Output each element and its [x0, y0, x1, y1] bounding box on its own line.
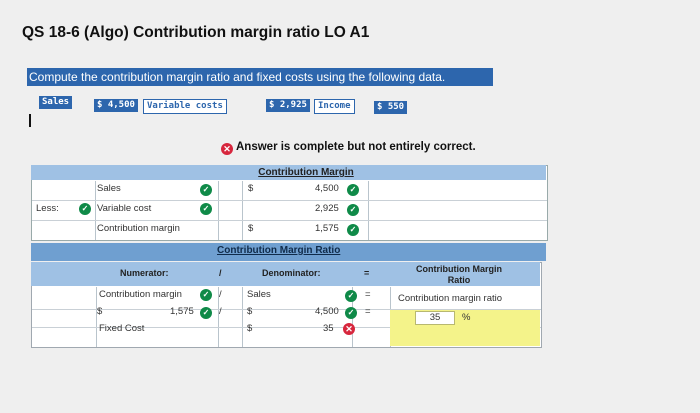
equals-operator: =	[364, 268, 370, 278]
check-icon: ✓	[345, 290, 357, 302]
answer-status-text: Answer is complete but not entirely corr…	[236, 141, 476, 153]
x-circle-icon: ✕	[343, 323, 355, 335]
check-icon: ✓	[345, 307, 357, 319]
cm-row-sales-label[interactable]: Sales	[97, 183, 121, 194]
given-sales-value: $ 4,500	[94, 99, 138, 112]
answer-status: ✕ Answer is complete but not entirely cor…	[221, 141, 476, 155]
cm-row-variable-cost-label[interactable]: Variable cost	[97, 203, 152, 214]
fixed-cost-currency: $	[247, 323, 253, 334]
given-variable-costs-value: $ 2,925	[266, 99, 310, 112]
contribution-margin-header: Contribution Margin	[31, 165, 546, 180]
equals-operator: =	[365, 289, 371, 300]
ratio-result-label[interactable]: Contribution margin ratio	[398, 293, 503, 304]
percent-unit: %	[462, 312, 471, 323]
equals-operator: =	[365, 306, 371, 317]
given-variable-costs-label: Variable costs	[143, 99, 227, 114]
contribution-margin-ratio-title: Contribution Margin Ratio	[217, 245, 341, 256]
contribution-margin-ratio-band: Contribution Margin Ratio	[31, 243, 546, 261]
check-icon: ✓	[79, 203, 91, 215]
result-header: Contribution Margin Ratio	[416, 264, 502, 285]
slash-operator: /	[219, 289, 222, 300]
cm-row-cm-value[interactable]: 1,575	[315, 223, 339, 234]
ratio-numerator-label[interactable]: Contribution margin	[99, 289, 182, 300]
cm-row-variable-cost-value[interactable]: 2,925	[315, 203, 339, 214]
cm-row-contribution-margin-label[interactable]: Contribution margin	[97, 223, 180, 234]
ratio-denominator-value[interactable]: 4,500	[315, 306, 339, 317]
contribution-margin-title: Contribution Margin	[258, 167, 354, 178]
cm-row-sales-value[interactable]: 4,500	[315, 183, 339, 194]
check-icon: ✓	[200, 289, 212, 301]
x-circle-icon: ✕	[221, 143, 233, 155]
ratio-denominator-currency: $	[247, 306, 253, 317]
check-icon: ✓	[200, 203, 212, 215]
check-icon: ✓	[347, 224, 359, 236]
given-income-label: Income	[314, 99, 355, 114]
ratio-numerator-value[interactable]: 1,575	[170, 306, 194, 317]
slash-operator: /	[219, 306, 222, 317]
numerator-header: Numerator:	[120, 268, 169, 278]
fixed-cost-label[interactable]: Fixed Cost	[99, 323, 145, 334]
denominator-header: Denominator:	[262, 268, 321, 278]
ratio-denominator-label[interactable]: Sales	[247, 289, 271, 300]
check-icon: ✓	[347, 184, 359, 196]
text-cursor	[29, 114, 31, 127]
cm-row-sales-currency: $	[248, 183, 254, 194]
check-icon: ✓	[200, 307, 212, 319]
ratio-result-input[interactable]: 35	[415, 311, 455, 325]
instruction-banner: Compute the contribution margin ratio an…	[27, 68, 493, 86]
slash-operator: /	[219, 268, 222, 278]
cm-row-cm-currency: $	[248, 223, 254, 234]
given-income-value: $ 550	[374, 101, 408, 114]
page-title: QS 18-6 (Algo) Contribution margin ratio…	[22, 24, 370, 41]
ratio-table-header	[31, 262, 540, 286]
check-icon: ✓	[347, 204, 359, 216]
given-sales-label: Sales	[39, 96, 73, 109]
fixed-cost-value[interactable]: 35	[323, 323, 334, 334]
ratio-numerator-currency: $	[97, 306, 103, 317]
check-icon: ✓	[200, 184, 212, 196]
cm-row-less-label: Less:	[36, 203, 59, 214]
